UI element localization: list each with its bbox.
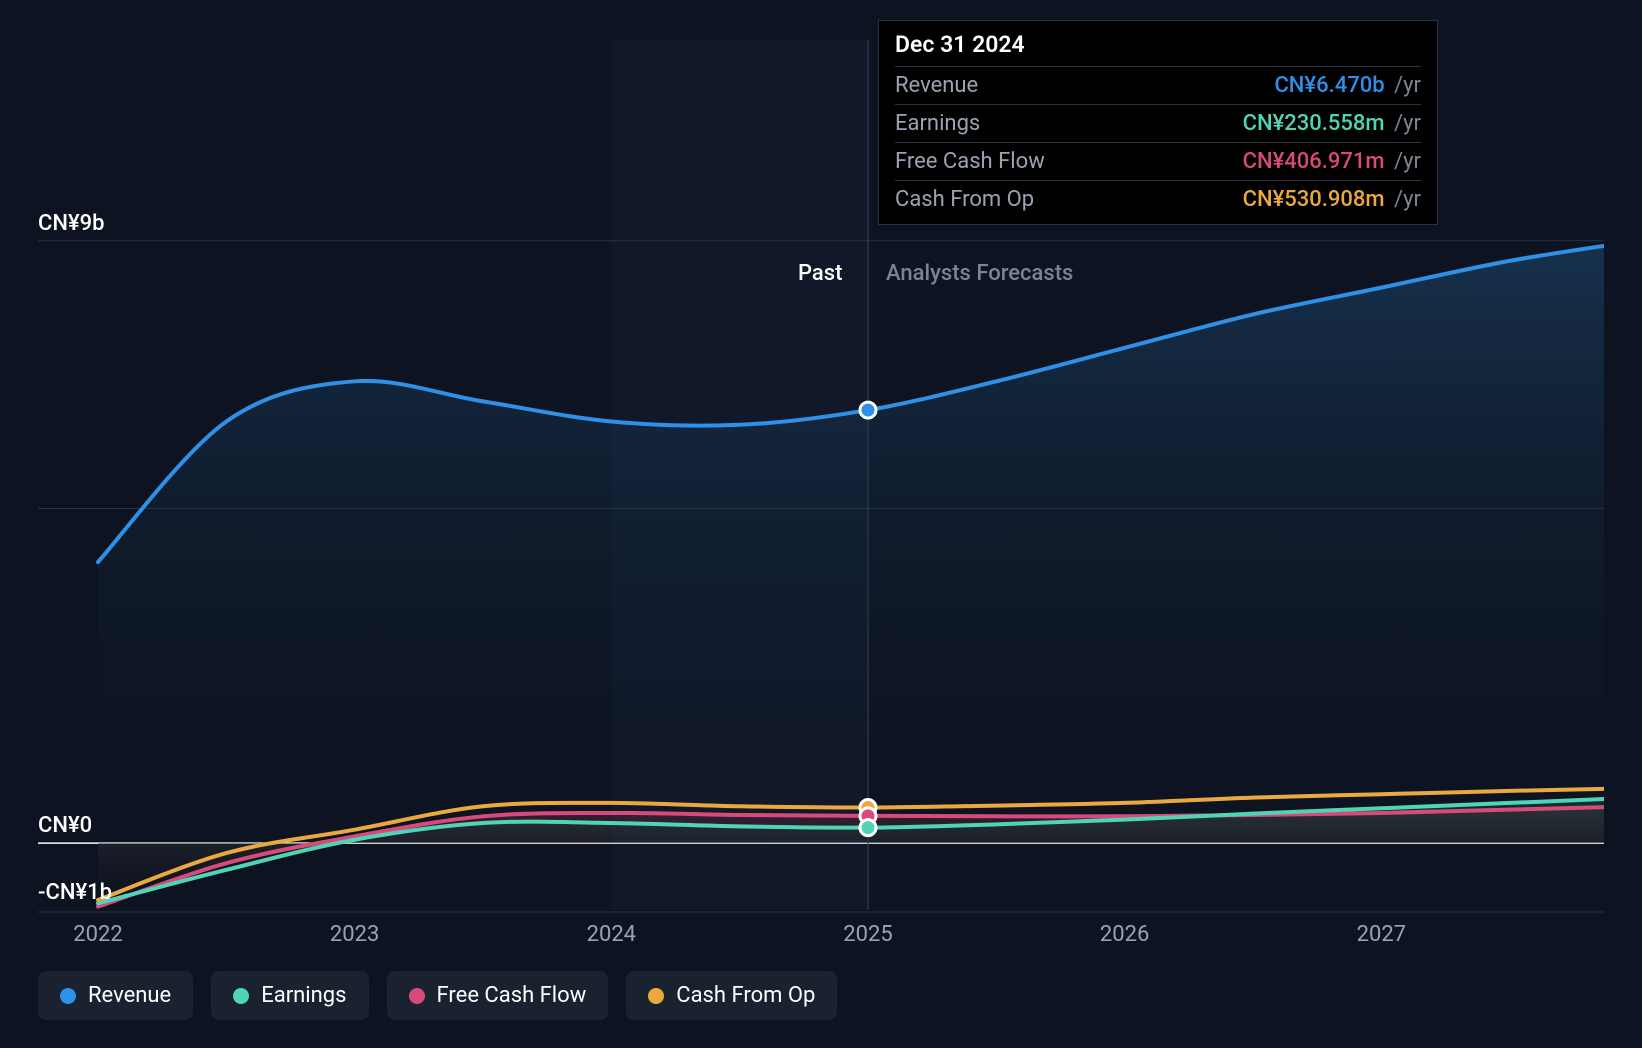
legend-label: Cash From Op	[676, 983, 815, 1008]
tooltip-row: Revenue CN¥6.470b /yr	[895, 66, 1421, 104]
legend-dot-icon	[648, 988, 664, 1004]
legend-dot-icon	[60, 988, 76, 1004]
tooltip-row-label: Earnings	[895, 111, 980, 136]
x-tick-label: 2025	[843, 922, 892, 947]
x-tick-label: 2027	[1357, 922, 1406, 947]
chart-tooltip: Dec 31 2024 Revenue CN¥6.470b /yr Earnings…	[878, 20, 1438, 225]
past-label: Past	[798, 261, 842, 286]
x-tick-label: 2024	[587, 922, 636, 947]
y-tick-label: CN¥0	[38, 813, 92, 838]
tooltip-row-label: Free Cash Flow	[895, 149, 1045, 174]
tooltip-row-value: CN¥530.908m /yr	[1243, 187, 1421, 212]
legend-label: Revenue	[88, 983, 171, 1008]
legend-item-cash_from_op[interactable]: Cash From Op	[626, 971, 837, 1020]
legend-item-earnings[interactable]: Earnings	[211, 971, 368, 1020]
chart-legend: Revenue Earnings Free Cash Flow Cash From O…	[38, 971, 837, 1020]
legend-dot-icon	[409, 988, 425, 1004]
tooltip-row-value: CN¥230.558m /yr	[1243, 111, 1421, 136]
tooltip-row: Earnings CN¥230.558m /yr	[895, 104, 1421, 142]
legend-label: Free Cash Flow	[437, 983, 587, 1008]
legend-dot-icon	[233, 988, 249, 1004]
tooltip-row-value: CN¥6.470b /yr	[1274, 73, 1421, 98]
x-tick-label: 2022	[73, 922, 122, 947]
y-tick-label: -CN¥1b	[38, 880, 112, 905]
financial-chart: CN¥9b CN¥0 -CN¥1b 2022 2023 2024 2025 2026 2027…	[38, 20, 1604, 1008]
x-tick-label: 2023	[330, 922, 379, 947]
tooltip-title: Dec 31 2024	[895, 31, 1421, 66]
tooltip-row-value: CN¥406.971m /yr	[1243, 149, 1421, 174]
y-tick-label: CN¥9b	[38, 211, 105, 236]
tooltip-row-label: Cash From Op	[895, 187, 1034, 212]
legend-label: Earnings	[261, 983, 346, 1008]
tooltip-row-label: Revenue	[895, 73, 978, 98]
tooltip-row: Free Cash Flow CN¥406.971m /yr	[895, 142, 1421, 180]
x-tick-label: 2026	[1100, 922, 1149, 947]
legend-item-revenue[interactable]: Revenue	[38, 971, 193, 1020]
legend-item-free_cash_flow[interactable]: Free Cash Flow	[387, 971, 609, 1020]
forecast-label: Analysts Forecasts	[886, 261, 1073, 286]
tooltip-row: Cash From Op CN¥530.908m /yr	[895, 180, 1421, 218]
